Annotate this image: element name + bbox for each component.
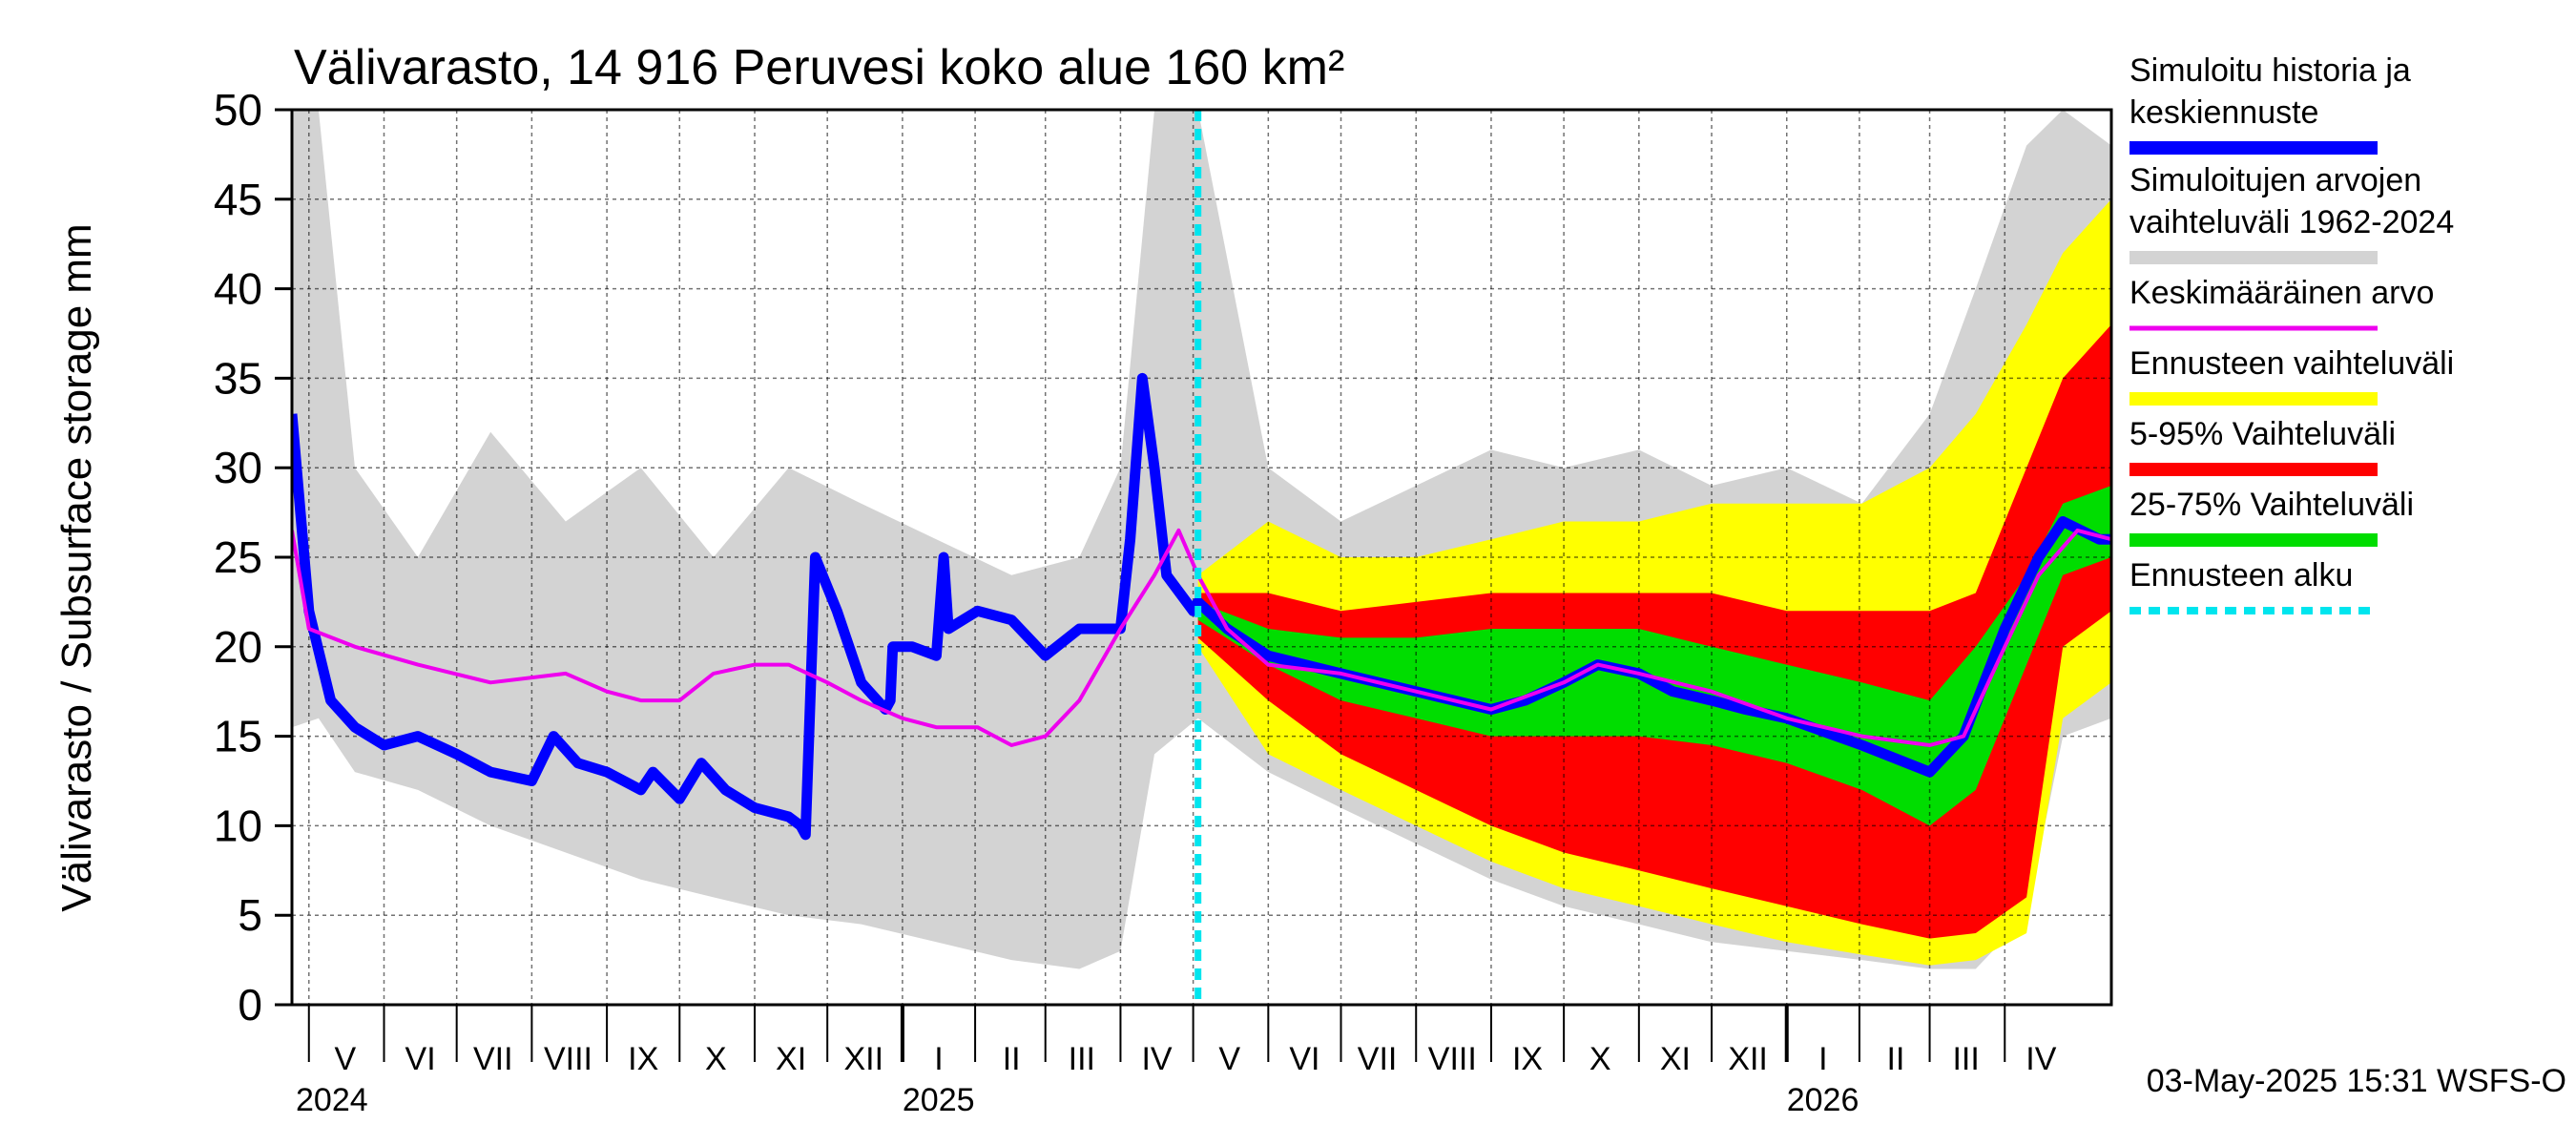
legend-label-0-0: Simuloitu historia ja (2129, 52, 2411, 89)
line-0 (292, 372, 2111, 841)
y-tick-label-30: 30 (214, 443, 262, 492)
month-label-8: I (934, 1041, 943, 1077)
month-label-20: I (1818, 1041, 1827, 1077)
legend-label-2-0: Keskimääräinen arvo (2129, 275, 2434, 311)
month-label-13: VI (1289, 1041, 1319, 1077)
month-label-4: IX (628, 1041, 658, 1077)
legend-label-0-1: keskiennuste (2129, 94, 2318, 131)
month-label-0: V (335, 1041, 357, 1077)
y-tick-label-25: 25 (214, 532, 262, 582)
y-tick-label-40: 40 (214, 264, 262, 314)
y-tick-label-50: 50 (214, 85, 262, 135)
y-axis-label: Välivarasto / Subsurface storage mm (53, 223, 100, 911)
month-label-7: XII (843, 1041, 883, 1077)
month-label-17: X (1589, 1041, 1611, 1077)
legend-label-5-0: 25-75% Vaihteluväli (2129, 487, 2414, 523)
y-tick-label-10: 10 (214, 801, 262, 850)
legend-label-4-0: 5-95% Vaihteluväli (2129, 416, 2396, 452)
legend-label-1-1: vaihteluväli 1962-2024 (2129, 204, 2454, 240)
timestamp: 03-May-2025 15:31 WSFS-O (2147, 1063, 2566, 1099)
month-label-9: II (1003, 1041, 1021, 1077)
year-label-0: 2024 (296, 1082, 368, 1118)
month-label-22: III (1952, 1041, 1979, 1077)
chart-title: Välivarasto, 14 916 Peruvesi koko alue 1… (294, 40, 1344, 95)
month-label-19: XII (1728, 1041, 1768, 1077)
year-label-1: 2025 (903, 1082, 975, 1118)
month-label-1: VI (405, 1041, 436, 1077)
legend-label-1-0: Simuloitujen arvojen (2129, 162, 2421, 198)
month-label-23: IV (2025, 1041, 2056, 1077)
legend-label-3-0: Ennusteen vaihteluväli (2129, 345, 2454, 382)
y-tick-label-5: 5 (238, 890, 262, 940)
month-label-2: VII (473, 1041, 513, 1077)
month-label-14: VII (1358, 1041, 1398, 1077)
month-label-18: XI (1660, 1041, 1691, 1077)
month-label-5: X (705, 1041, 727, 1077)
month-label-12: V (1218, 1041, 1240, 1077)
y-tick-label-45: 45 (214, 175, 262, 224)
plot-series (292, 110, 2111, 1005)
legend: Simuloitu historia ja keskiennuste Simuloi… (2129, 52, 2454, 614)
month-label-15: VIII (1428, 1041, 1477, 1077)
month-label-21: II (1887, 1041, 1905, 1077)
y-tick-label-15: 15 (214, 712, 262, 761)
legend-label-6-0: Ennusteen alku (2129, 557, 2353, 593)
month-label-11: IV (1141, 1041, 1172, 1077)
month-label-10: III (1069, 1041, 1095, 1077)
month-label-16: IX (1512, 1041, 1543, 1077)
month-label-3: VIII (544, 1041, 592, 1077)
year-label-2: 2026 (1787, 1082, 1859, 1118)
month-label-6: XI (776, 1041, 806, 1077)
y-tick-label-35: 35 (214, 353, 262, 403)
y-tick-label-20: 20 (214, 622, 262, 672)
line-1 (292, 528, 2111, 747)
y-tick-label-0: 0 (238, 980, 262, 1030)
